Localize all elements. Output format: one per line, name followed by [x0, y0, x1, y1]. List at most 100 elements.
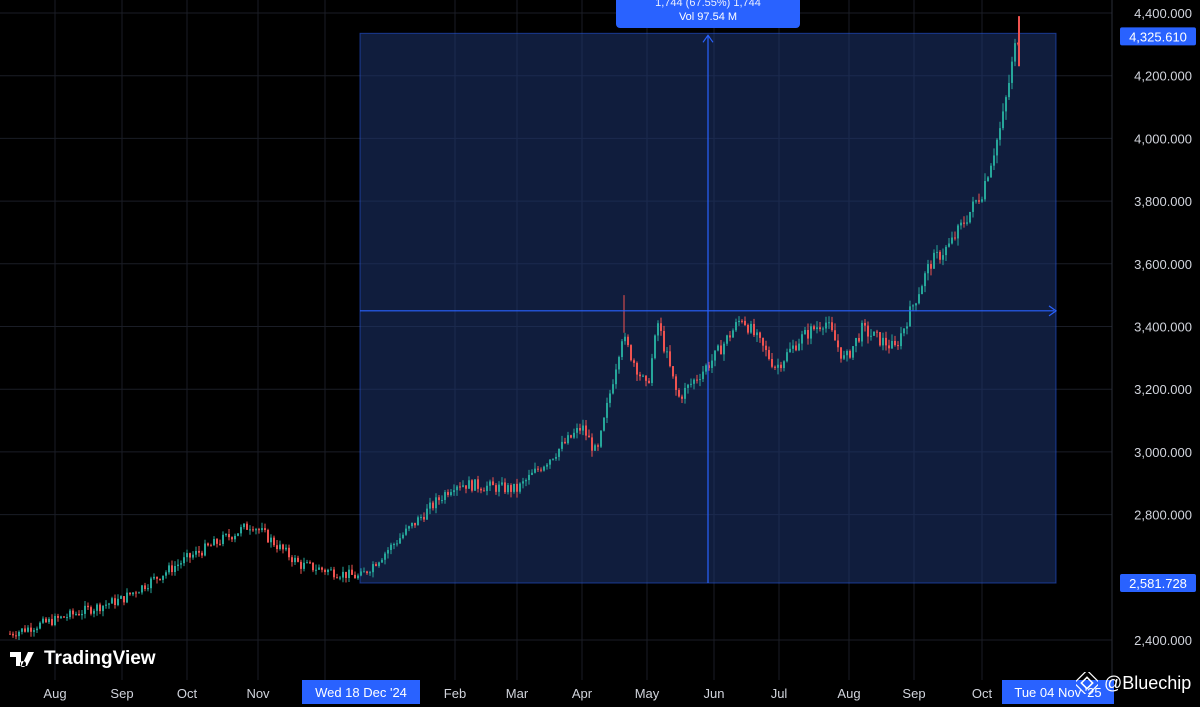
- candle-body: [912, 305, 914, 307]
- time-tick-label: Oct: [972, 686, 993, 701]
- candle-body: [606, 402, 608, 418]
- candle-body: [582, 425, 584, 431]
- candle-body: [108, 603, 110, 605]
- candle-body: [483, 490, 485, 492]
- candle-body: [903, 328, 905, 334]
- candle-body: [750, 323, 752, 333]
- candle-body: [639, 374, 641, 377]
- candle-body: [723, 343, 725, 355]
- candle-body: [24, 628, 26, 632]
- candle-body: [522, 481, 524, 484]
- candle-body: [510, 485, 512, 492]
- candle-body: [939, 251, 941, 260]
- tooltip-change-text: 1,744 (67.55%) 1,744: [655, 0, 761, 9]
- candle-body: [729, 335, 731, 338]
- candle-body: [735, 322, 737, 331]
- candle-body: [183, 557, 185, 564]
- candle-body: [111, 598, 113, 604]
- candle-body: [846, 350, 848, 356]
- candle-body: [402, 534, 404, 539]
- candle-body: [780, 364, 782, 369]
- price-tick-label: 3,400.000: [1134, 320, 1192, 335]
- candle-body: [654, 335, 656, 359]
- price-marker-label: 2,581.728: [1129, 576, 1187, 591]
- candle-body: [198, 550, 200, 553]
- candle-body: [225, 534, 227, 536]
- candle-body: [738, 320, 740, 323]
- candle-body: [36, 628, 38, 631]
- candle-body: [189, 553, 191, 558]
- candle-body: [39, 622, 41, 629]
- watermark-text: @Bluechip: [1104, 672, 1192, 693]
- candle-body: [927, 264, 929, 274]
- candle-body: [543, 466, 545, 471]
- candle-body: [162, 575, 164, 580]
- candle-body: [492, 481, 494, 486]
- price-axis[interactable]: 2,400.000 2,800.000 3,000.000 3,200.000 3,40…: [1134, 6, 1192, 648]
- time-tick-label: Sep: [902, 686, 925, 701]
- candle-body: [477, 479, 479, 489]
- time-tick-label: Apr: [572, 686, 593, 701]
- candle-body: [855, 337, 857, 347]
- candle-body: [600, 430, 602, 447]
- tooltip-volume-text: Vol 97.54 M: [678, 11, 738, 23]
- candle-body: [804, 329, 806, 335]
- candle-body: [537, 468, 539, 470]
- candle-body: [219, 543, 221, 545]
- candle-body: [930, 264, 932, 269]
- candle-body: [501, 482, 503, 485]
- candle-body: [795, 345, 797, 351]
- candle-body: [366, 571, 368, 574]
- candle-body: [186, 553, 188, 558]
- candle-body: [159, 578, 161, 580]
- candle-body: [393, 544, 395, 546]
- candle-body: [357, 575, 359, 579]
- candle-body: [765, 345, 767, 351]
- candle-body: [282, 544, 284, 550]
- date-marker-label: Wed 18 Dec '24: [315, 685, 407, 700]
- candle-body: [876, 331, 878, 333]
- candle-body: [516, 483, 518, 492]
- candle-body: [165, 572, 167, 576]
- candle-body: [432, 502, 434, 509]
- candle-body: [987, 177, 989, 181]
- candle-body: [705, 365, 707, 372]
- candle-body: [96, 604, 98, 611]
- candle-body: [720, 345, 722, 355]
- tradingview-logo[interactable]: TradingView: [10, 648, 156, 670]
- candle-body: [435, 497, 437, 509]
- candle-body: [591, 437, 593, 451]
- candle-body: [126, 592, 128, 603]
- candle-body: [936, 251, 938, 253]
- candle-body: [957, 225, 959, 239]
- candle-body: [213, 539, 215, 546]
- candle-body: [12, 633, 14, 636]
- price-tick-label: 4,400.000: [1134, 6, 1192, 21]
- candle-body: [741, 320, 743, 322]
- candle-body: [486, 485, 488, 492]
- candle-body: [570, 435, 572, 438]
- candle-body: [99, 604, 101, 612]
- candle-body: [324, 569, 326, 573]
- candle-body: [1002, 111, 1004, 129]
- candle-body: [801, 334, 803, 344]
- candle-body: [924, 273, 926, 287]
- candle-body: [351, 569, 353, 575]
- candle-body: [153, 576, 155, 579]
- candle-body: [645, 375, 647, 381]
- candle-body: [945, 246, 947, 256]
- candle-body: [21, 628, 23, 632]
- candle-body: [825, 322, 827, 329]
- candle-body: [285, 547, 287, 550]
- time-axis[interactable]: Aug Sep Oct Nov Feb Mar Apr May Jun Jul Aug Sep Oct: [43, 686, 992, 701]
- candle-body: [789, 348, 791, 353]
- candle-body: [192, 554, 194, 558]
- candle-body: [129, 592, 131, 595]
- candle-body: [588, 435, 590, 438]
- candle-body: [771, 358, 773, 367]
- candle-body: [279, 544, 281, 550]
- candle-body: [246, 523, 248, 530]
- candle-body: [447, 492, 449, 496]
- candle-body: [303, 562, 305, 569]
